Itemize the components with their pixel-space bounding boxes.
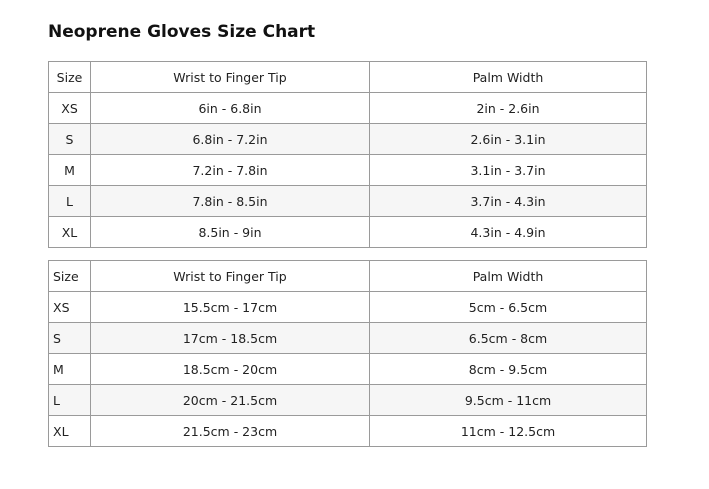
header-row: Size Wrist to Finger Tip Palm Width: [48, 61, 647, 93]
cell-palm: 2in - 2.6in: [369, 92, 647, 124]
table-row: L 7.8in - 8.5in 3.7in - 4.3in: [48, 185, 647, 217]
table-row: S 6.8in - 7.2in 2.6in - 3.1in: [48, 123, 647, 155]
cell-size: L: [48, 384, 91, 416]
size-table-cm: Size Wrist to Finger Tip Palm Width XS 15.5c…: [48, 260, 647, 447]
header-cell-wrist: Wrist to Finger Tip: [90, 61, 370, 93]
cell-palm: 3.7in - 4.3in: [369, 185, 647, 217]
cell-size: XS: [48, 92, 91, 124]
cell-size: L: [48, 185, 91, 217]
cell-palm: 3.1in - 3.7in: [369, 154, 647, 186]
cell-wrist: 6.8in - 7.2in: [90, 123, 370, 155]
cell-wrist: 20cm - 21.5cm: [90, 384, 370, 416]
header-cell-palm: Palm Width: [369, 61, 647, 93]
cell-palm: 11cm - 12.5cm: [369, 415, 647, 447]
header-cell-size: Size: [48, 260, 91, 292]
cell-wrist: 15.5cm - 17cm: [90, 291, 370, 323]
table-row: XS 15.5cm - 17cm 5cm - 6.5cm: [48, 291, 647, 323]
cell-size: XS: [48, 291, 91, 323]
table-row: M 7.2in - 7.8in 3.1in - 3.7in: [48, 154, 647, 186]
cell-size: XL: [48, 216, 91, 248]
header-row: Size Wrist to Finger Tip Palm Width: [48, 260, 647, 292]
cell-palm: 9.5cm - 11cm: [369, 384, 647, 416]
table-row: L 20cm - 21.5cm 9.5cm - 11cm: [48, 384, 647, 416]
cell-size: S: [48, 123, 91, 155]
cell-size: M: [48, 154, 91, 186]
table-row: S 17cm - 18.5cm 6.5cm - 8cm: [48, 322, 647, 354]
cell-palm: 6.5cm - 8cm: [369, 322, 647, 354]
cell-wrist: 21.5cm - 23cm: [90, 415, 370, 447]
table-row: XL 21.5cm - 23cm 11cm - 12.5cm: [48, 415, 647, 447]
page-title: Neoprene Gloves Size Chart: [48, 22, 316, 42]
cell-wrist: 8.5in - 9in: [90, 216, 370, 248]
cell-size: XL: [48, 415, 91, 447]
cell-size: M: [48, 353, 91, 385]
header-cell-wrist: Wrist to Finger Tip: [90, 260, 370, 292]
cell-palm: 2.6in - 3.1in: [369, 123, 647, 155]
table-row: XS 6in - 6.8in 2in - 2.6in: [48, 92, 647, 124]
header-cell-palm: Palm Width: [369, 260, 647, 292]
cell-palm: 8cm - 9.5cm: [369, 353, 647, 385]
cell-wrist: 17cm - 18.5cm: [90, 322, 370, 354]
header-cell-size: Size: [48, 61, 91, 93]
cell-wrist: 7.2in - 7.8in: [90, 154, 370, 186]
cell-palm: 4.3in - 4.9in: [369, 216, 647, 248]
table-row: XL 8.5in - 9in 4.3in - 4.9in: [48, 216, 647, 248]
size-table-inches: Size Wrist to Finger Tip Palm Width XS 6in -…: [48, 61, 647, 248]
cell-wrist: 18.5cm - 20cm: [90, 353, 370, 385]
cell-wrist: 7.8in - 8.5in: [90, 185, 370, 217]
cell-size: S: [48, 322, 91, 354]
table-row: M 18.5cm - 20cm 8cm - 9.5cm: [48, 353, 647, 385]
cell-wrist: 6in - 6.8in: [90, 92, 370, 124]
cell-palm: 5cm - 6.5cm: [369, 291, 647, 323]
